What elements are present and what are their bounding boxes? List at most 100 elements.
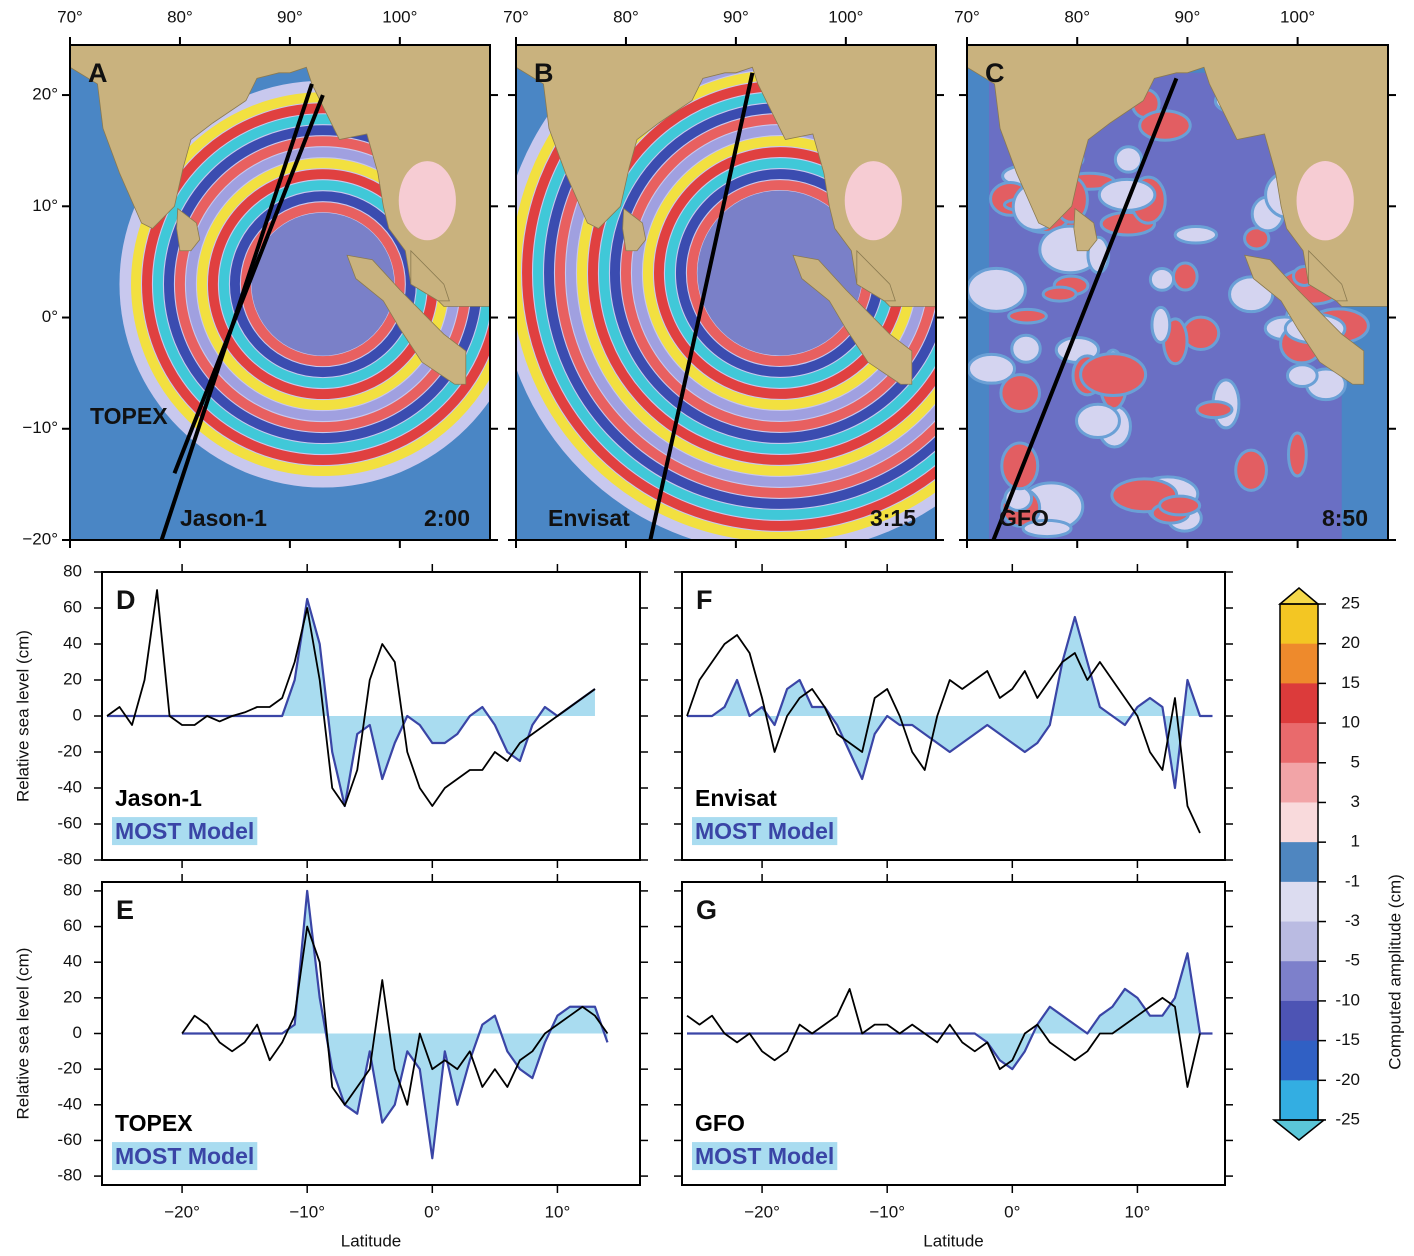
time-label: 3:15 (870, 505, 916, 531)
x-tick-label: 100° (1280, 7, 1315, 26)
map (516, 45, 936, 540)
y-tick-label: -40 (57, 777, 82, 796)
y-tick-label: 0 (73, 1023, 82, 1042)
colorbar-tick-label: -15 (1335, 1030, 1360, 1049)
y-tick-label: 0 (73, 705, 82, 724)
y-tick-label: 60 (63, 916, 82, 935)
observed-line (181, 925, 609, 1106)
x-tick-label: 10° (545, 1202, 571, 1221)
field-blob (1021, 518, 1073, 539)
colorbar-tick-label: -3 (1345, 911, 1360, 930)
y-tick-label: 20 (63, 987, 82, 1006)
satellite-label: Jason-1 (180, 505, 267, 531)
observed-line (686, 634, 1201, 834)
y-tick-label: 80 (63, 880, 82, 899)
y-tick-label: 60 (63, 597, 82, 616)
observed-line (106, 589, 596, 807)
colorbar-cell (1280, 762, 1318, 803)
y-tick-label: -60 (57, 1130, 82, 1149)
colorbar-cell (1280, 723, 1318, 764)
pink-area (398, 161, 456, 241)
colorbar-cell (1280, 1080, 1318, 1121)
land (1308, 249, 1348, 302)
map (70, 45, 490, 540)
y-tick-label: -80 (57, 1166, 82, 1185)
panel-letter: D (116, 585, 136, 615)
satellite-track (172, 94, 325, 474)
x-axis-title: Latitude (923, 1231, 984, 1250)
x-tick-label: −20° (164, 1202, 200, 1221)
wave-ring (522, 45, 936, 531)
map-frame (515, 44, 937, 541)
colorbar-tick-label: 10 (1341, 713, 1360, 732)
colorbar-under (1271, 1119, 1327, 1141)
y-tick-label: 80 (63, 561, 82, 580)
colorbar-tick-label: -25 (1335, 1109, 1360, 1128)
colorbar-tick-label: -10 (1335, 990, 1360, 1009)
land (176, 207, 201, 252)
colorbar-cell (1280, 961, 1318, 1002)
observed-line (686, 988, 1201, 1088)
x-tick-label: 80° (613, 7, 639, 26)
field-blob (1075, 402, 1121, 440)
x-tick-label: 10° (1125, 1202, 1151, 1221)
legend-label: Envisat (695, 785, 777, 811)
time-label: 2:00 (424, 505, 470, 531)
x-tick-label: 90° (277, 7, 303, 26)
colorbar-cell (1280, 643, 1318, 684)
colorbar-tick-label: 5 (1351, 752, 1360, 771)
x-tick-label: 70° (954, 7, 980, 26)
land (622, 207, 647, 252)
map (967, 45, 1388, 540)
field-blob (1113, 145, 1144, 174)
field-blob (1234, 448, 1268, 492)
y-tick-label: 0° (42, 307, 58, 326)
land (1073, 207, 1098, 252)
legend-label: MOST Model (695, 1143, 834, 1169)
panel-letter: A (88, 58, 108, 88)
legend-swatch (112, 1142, 258, 1171)
legend-swatch (692, 1142, 838, 1171)
land (346, 254, 467, 385)
pink-area (844, 161, 902, 241)
y-tick-label: −10° (22, 418, 58, 437)
field-blob (1097, 177, 1157, 212)
x-tick-label: 0° (424, 1202, 440, 1221)
satellite-label: GFO (999, 505, 1049, 531)
x-tick-label: 90° (723, 7, 749, 26)
colorbar-cell (1280, 683, 1318, 724)
colorbar-over (1277, 587, 1321, 605)
colorbar-tick-label: -5 (1345, 951, 1360, 970)
field-blob (1138, 109, 1192, 142)
field-blob (1041, 285, 1078, 303)
panel-letter: G (696, 895, 717, 925)
colorbar-cell (1280, 1000, 1318, 1042)
wave-ring (544, 45, 936, 509)
field-blob (1195, 400, 1234, 420)
y-tick-label: -60 (57, 813, 82, 832)
y-tick-label: 20° (32, 85, 58, 104)
y-tick-label: 10° (32, 196, 58, 215)
field-blob (1150, 305, 1172, 344)
panel-letter: B (534, 58, 554, 88)
colorbar-tick-label: 15 (1341, 673, 1360, 692)
legend-label: MOST Model (695, 818, 834, 844)
field-blob (1158, 494, 1202, 517)
field-blob (999, 373, 1041, 413)
x-tick-label: 80° (167, 7, 193, 26)
satellite-label: TOPEX (90, 403, 168, 429)
field-blob (1148, 266, 1176, 292)
field-blob (1173, 225, 1219, 245)
legend-swatch (112, 817, 258, 846)
field-blob (1000, 441, 1040, 491)
model-line (107, 597, 596, 808)
map-frame (69, 44, 491, 541)
x-axis-title: Latitude (341, 1231, 402, 1250)
wave-ring (142, 103, 490, 465)
colorbar-frame (1279, 603, 1319, 1121)
field-blob (1286, 431, 1308, 478)
colorbar-tick-label: 3 (1351, 792, 1360, 811)
x-tick-label: 80° (1064, 7, 1090, 26)
